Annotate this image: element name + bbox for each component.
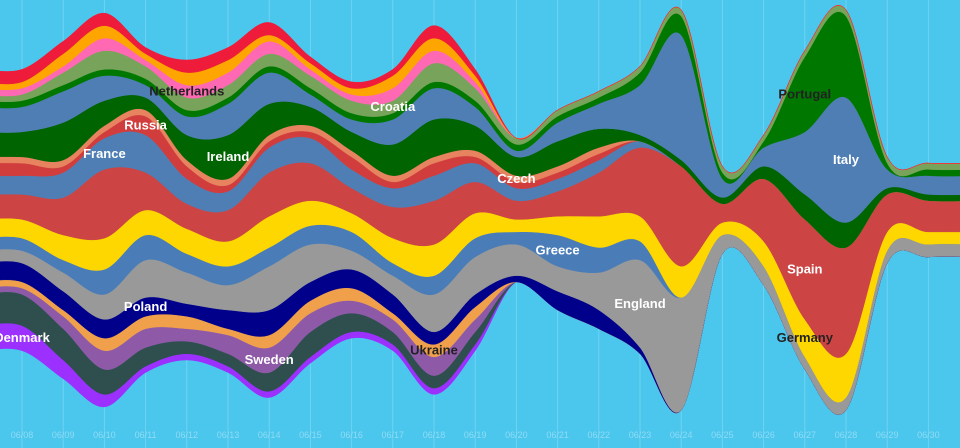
x-tick-06-19: 06/19 xyxy=(464,430,487,440)
x-tick-06-14: 06/14 xyxy=(258,430,281,440)
team-labels: Denmark Poland Sweden Ukraine Greece England G… xyxy=(0,83,860,367)
stream-layers xyxy=(0,5,960,415)
team-label-greece: Greece xyxy=(536,243,580,258)
team-label-germany: Germany xyxy=(777,330,834,345)
x-tick-06-25: 06/25 xyxy=(711,430,734,440)
stream-layer-unnamed-18 xyxy=(0,5,960,174)
team-label-ireland: Ireland xyxy=(207,149,250,164)
team-label-portugal: Portugal xyxy=(778,86,831,101)
team-label-france: France xyxy=(83,146,126,161)
team-label-netherlands: Netherlands xyxy=(149,83,224,98)
x-tick-06-18: 06/18 xyxy=(423,430,446,440)
team-label-sweden: Sweden xyxy=(245,352,294,367)
x-tick-06-21: 06/21 xyxy=(546,430,569,440)
team-label-ukraine: Ukraine xyxy=(410,343,458,358)
x-tick-06-08: 06/08 xyxy=(11,430,34,440)
x-tick-06-24: 06/24 xyxy=(670,430,693,440)
x-tick-06-29: 06/29 xyxy=(876,430,899,440)
x-tick-06-11: 06/11 xyxy=(135,430,157,440)
x-tick-06-30: 06/30 xyxy=(917,430,940,440)
x-tick-06-28: 06/28 xyxy=(835,430,858,440)
team-label-croatia: Croatia xyxy=(370,99,416,114)
team-label-denmark: Denmark xyxy=(0,330,51,345)
team-label-russia: Russia xyxy=(124,118,167,133)
x-tick-06-22: 06/22 xyxy=(588,430,611,440)
team-label-czech: Czech xyxy=(497,171,535,186)
team-label-poland: Poland xyxy=(124,299,167,314)
x-axis-ticks: 06/08 06/09 06/10 06/11 06/12 06/13 06/14 06/15… xyxy=(11,430,940,440)
team-label-england: England xyxy=(614,296,665,311)
x-tick-06-27: 06/27 xyxy=(794,430,817,440)
x-tick-06-26: 06/26 xyxy=(752,430,775,440)
x-tick-06-16: 06/16 xyxy=(340,430,363,440)
x-tick-06-23: 06/23 xyxy=(629,430,652,440)
x-tick-06-13: 06/13 xyxy=(217,430,240,440)
x-tick-06-20: 06/20 xyxy=(505,430,528,440)
x-tick-06-10: 06/10 xyxy=(93,430,116,440)
team-label-spain: Spain xyxy=(787,261,822,276)
x-tick-06-15: 06/15 xyxy=(299,430,322,440)
x-tick-06-09: 06/09 xyxy=(52,430,75,440)
team-label-italy: Italy xyxy=(833,152,860,167)
x-tick-06-17: 06/17 xyxy=(382,430,405,440)
x-tick-06-12: 06/12 xyxy=(176,430,199,440)
